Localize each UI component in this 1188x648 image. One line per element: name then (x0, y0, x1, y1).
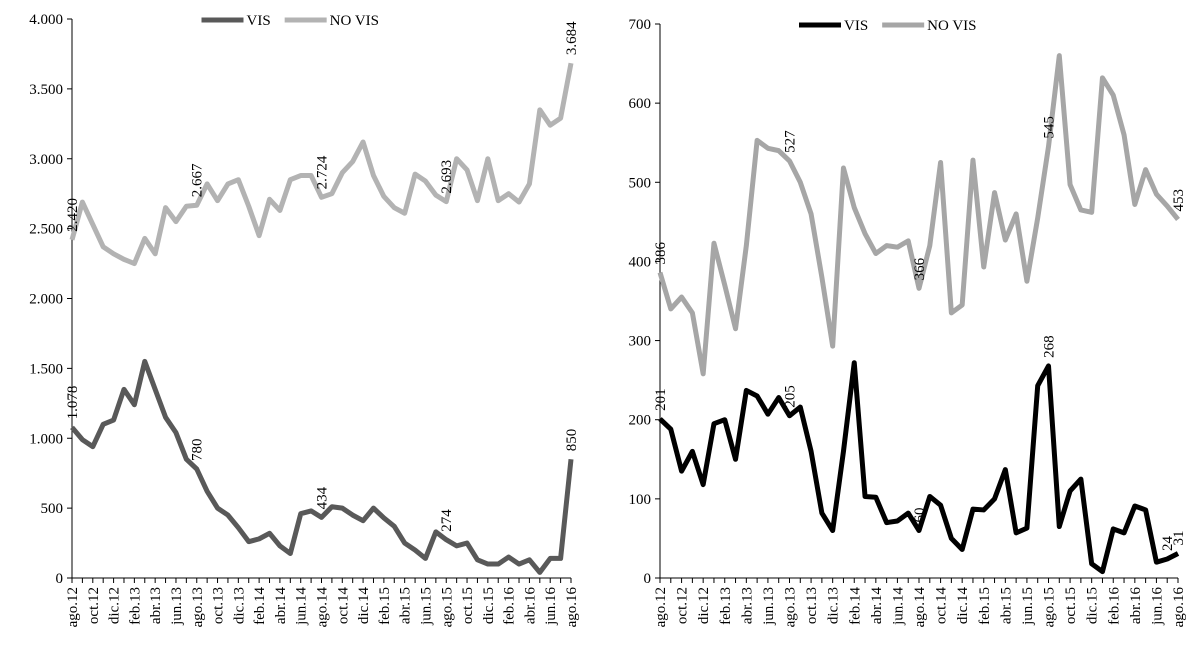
y-tick-label: 1.500 (29, 361, 63, 377)
y-tick-label: 600 (629, 96, 652, 112)
y-tick-label: 3.500 (29, 82, 63, 98)
y-tick-label: 3.000 (29, 152, 63, 168)
x-tick-label: jun.13 (169, 587, 185, 626)
x-tick-label: dic.13 (826, 587, 842, 624)
y-tick-label: 0 (644, 571, 652, 587)
data-label: 31 (1171, 530, 1187, 545)
x-tick-label: jun.15 (418, 587, 434, 626)
x-tick-label: dic.13 (231, 587, 247, 624)
x-tick-label: jun.14 (890, 587, 906, 626)
y-tick-label: 700 (629, 17, 652, 33)
data-label: 274 (439, 509, 455, 532)
x-tick-label: abr.14 (273, 587, 289, 625)
data-label: 268 (1042, 335, 1058, 358)
legend-label: VIS (844, 18, 868, 34)
x-tick-label: dic.12 (107, 587, 123, 624)
x-tick-label: jun.14 (294, 587, 310, 626)
x-tick-label: feb.16 (1106, 587, 1122, 625)
x-tick-label: abr.13 (739, 587, 755, 624)
y-tick-label: 2.000 (29, 292, 63, 308)
data-label: 2.724 (315, 155, 331, 189)
y-tick-label: 500 (41, 501, 64, 517)
x-tick-label: feb.14 (252, 587, 268, 625)
legend-label: VIS (247, 13, 271, 29)
x-tick-label: ago.16 (564, 587, 580, 628)
y-tick-label: 0 (56, 571, 64, 587)
series-line (69, 62, 574, 267)
x-tick-label: ago.14 (912, 587, 928, 628)
x-tick-label: oct.15 (460, 587, 476, 624)
x-tick-label: oct.15 (1063, 587, 1079, 624)
x-tick-label: abr.16 (522, 587, 538, 625)
x-tick-label: feb.13 (718, 587, 734, 625)
data-label: 205 (783, 385, 799, 408)
series-line (70, 358, 574, 575)
data-label: 201 (653, 388, 669, 411)
x-tick-label: ago.13 (783, 587, 799, 627)
legend-label: NO VIS (927, 18, 976, 34)
x-tick-label: feb.16 (502, 587, 518, 625)
x-tick-label: oct.12 (86, 587, 102, 624)
y-tick-label: 200 (629, 413, 652, 429)
x-tick-label: ago.12 (653, 587, 669, 627)
data-label: 60 (912, 508, 928, 523)
x-tick-label: feb.15 (377, 587, 393, 625)
x-tick-label: oct.14 (934, 587, 950, 625)
x-tick-label: feb.14 (847, 587, 863, 625)
x-tick-label: oct.13 (211, 587, 227, 624)
x-tick-label: feb.13 (127, 587, 143, 625)
data-label: 2.693 (439, 160, 455, 194)
x-tick-label: abr.15 (398, 587, 414, 624)
x-tick-label: dic.12 (696, 587, 712, 624)
x-tick-label: ago.16 (1171, 587, 1187, 628)
y-tick-label: 500 (629, 175, 652, 191)
y-tick-label: 2.500 (29, 222, 63, 238)
data-label: 850 (564, 429, 580, 452)
x-tick-label: jun.15 (1020, 587, 1036, 626)
x-tick-label: jun.16 (1149, 587, 1165, 626)
y-tick-label: 300 (629, 334, 652, 350)
data-label: 527 (783, 130, 799, 153)
x-tick-label: oct.12 (675, 587, 691, 624)
legend-label: NO VIS (330, 13, 379, 29)
x-tick-label: oct.13 (804, 587, 820, 624)
x-tick-label: feb.15 (977, 587, 993, 625)
data-label: 1.078 (65, 386, 81, 420)
x-tick-label: abr.13 (148, 587, 164, 624)
x-tick-label: dic.15 (481, 587, 497, 624)
series-line (657, 53, 1180, 377)
x-tick-label: ago.13 (190, 587, 206, 627)
data-label: 545 (1042, 116, 1058, 139)
data-label: 434 (315, 486, 331, 509)
x-tick-label: abr.15 (998, 587, 1014, 624)
y-tick-label: 100 (629, 492, 652, 508)
data-label: 2.667 (190, 163, 206, 197)
y-tick-label: 400 (629, 254, 652, 270)
x-tick-label: ago.15 (439, 587, 455, 627)
data-label: 3.684 (564, 21, 580, 55)
x-tick-label: jun.16 (543, 587, 559, 626)
x-tick-label: ago.14 (315, 587, 331, 628)
data-label: 366 (912, 257, 928, 280)
x-tick-label: jun.13 (761, 587, 777, 626)
series-line (658, 360, 1180, 575)
x-tick-label: abr.16 (1128, 587, 1144, 625)
x-tick-label: ago.15 (1042, 587, 1058, 627)
x-tick-label: dic.14 (955, 587, 971, 625)
x-tick-label: ago.12 (65, 587, 81, 627)
y-tick-label: 1.000 (29, 431, 63, 447)
data-label: 386 (653, 242, 669, 265)
x-tick-label: dic.14 (356, 587, 372, 625)
x-tick-label: abr.14 (869, 587, 885, 625)
data-label: 24 (1160, 536, 1176, 552)
data-label: 453 (1171, 189, 1187, 212)
y-tick-label: 4.000 (29, 12, 63, 28)
data-label: 2.420 (65, 198, 81, 232)
x-tick-label: dic.15 (1085, 587, 1101, 624)
x-tick-label: oct.14 (335, 587, 351, 625)
data-label: 780 (190, 438, 206, 461)
